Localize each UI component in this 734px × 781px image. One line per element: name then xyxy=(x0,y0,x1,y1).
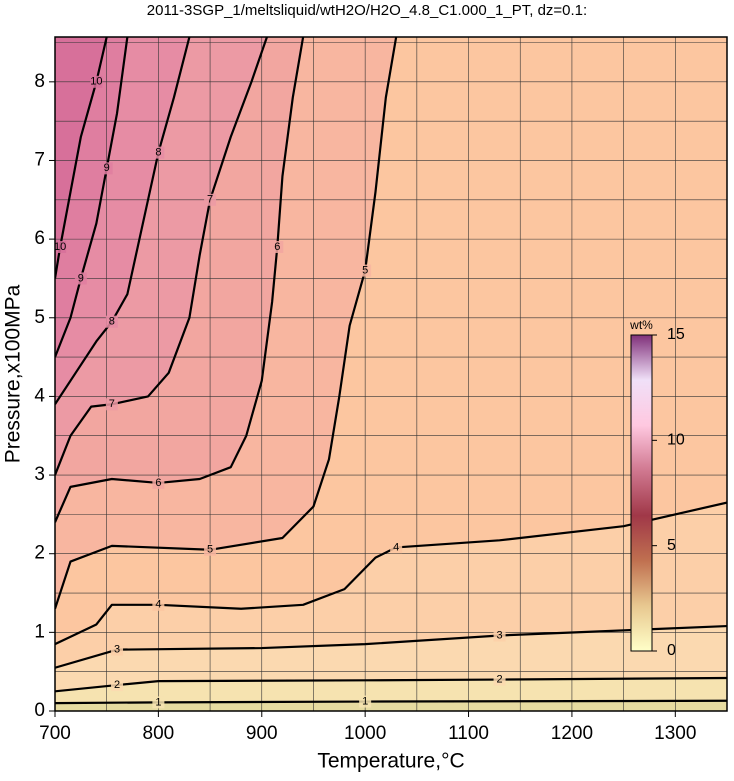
contour-line xyxy=(55,501,727,646)
contour-line xyxy=(55,699,727,705)
y-tick-label: 2 xyxy=(34,543,45,564)
contour-label: 7 xyxy=(109,398,115,410)
contour-label: 2 xyxy=(496,673,502,685)
contour-label-bg xyxy=(105,398,118,411)
plot-area: 1 1 2 2 3 3 4 4 5 5 6 6 7 7 8 8 9 9 10 10 xyxy=(54,37,728,712)
contour-line xyxy=(55,37,398,610)
colorbar xyxy=(630,334,653,652)
y-tick-label: 4 xyxy=(34,385,45,406)
x-tick-label: 1200 xyxy=(551,723,593,744)
contour-label-bg xyxy=(204,193,217,206)
contour-label: 6 xyxy=(155,477,161,489)
contour-line xyxy=(55,37,129,358)
contour-label-bg xyxy=(271,240,284,253)
contour-label-bg xyxy=(152,146,165,159)
contour-label: 6 xyxy=(274,241,280,253)
contour-label: 3 xyxy=(114,644,120,656)
y-tick-label: 3 xyxy=(34,464,45,485)
contour-label: 10 xyxy=(90,76,102,88)
plot-frame xyxy=(54,36,728,712)
contour-label-bg xyxy=(105,315,118,328)
contour-label: 4 xyxy=(155,599,161,611)
x-tick-label: 1100 xyxy=(448,723,489,744)
contour-label: 8 xyxy=(155,147,161,159)
contour-label-bg xyxy=(493,629,506,642)
x-tick-label: 900 xyxy=(246,723,278,744)
contour-label-bg xyxy=(152,476,165,489)
contour-label-bg xyxy=(55,240,67,253)
contour-line xyxy=(55,676,727,693)
x-axis-label: Temperature,°C xyxy=(317,750,464,773)
contour-label: 10 xyxy=(54,241,66,253)
contour-label-bg xyxy=(111,679,124,692)
contour-label: 4 xyxy=(393,541,399,553)
y-tick-label: 0 xyxy=(34,700,45,721)
contour-line xyxy=(55,624,727,669)
colorbar-tick-label: 5 xyxy=(667,537,676,554)
colorbar-tick-label: 0 xyxy=(667,642,676,659)
x-tick-label: 700 xyxy=(39,723,71,744)
x-tick-label: 800 xyxy=(143,723,175,744)
contour-label: 3 xyxy=(496,629,502,641)
contour-label-bg xyxy=(152,598,165,611)
contour-label: 1 xyxy=(362,695,368,707)
contour-label-bg xyxy=(359,695,372,708)
contour-line xyxy=(55,37,191,405)
contour-label: 5 xyxy=(207,544,213,556)
colorbar-tick-label: 15 xyxy=(667,326,685,343)
contour-line xyxy=(55,37,268,476)
x-tick-label: 1000 xyxy=(344,723,386,744)
contour-label-bg xyxy=(100,162,113,175)
colorbar-label: wt% xyxy=(629,318,653,332)
contour-label: 2 xyxy=(114,679,120,691)
contour-label-bg xyxy=(111,643,124,656)
contour-label-bg xyxy=(493,673,506,686)
y-tick-label: 8 xyxy=(34,71,45,92)
contour-label: 7 xyxy=(207,194,213,206)
contour-label: 9 xyxy=(104,162,110,174)
y-tick-label: 6 xyxy=(34,228,45,249)
contour-line xyxy=(55,37,305,523)
contour-label-bg xyxy=(204,543,217,556)
contour-label-bg xyxy=(359,264,372,277)
y-tick-label: 1 xyxy=(34,621,45,642)
colorbar-tick-label: 10 xyxy=(667,432,685,449)
chart-title: 2011-3SGP_1/meltsliquid/wtH2O/H2O_4.8_C1… xyxy=(147,2,587,19)
contour-fill xyxy=(55,37,107,279)
contour-label: 9 xyxy=(78,272,84,284)
contour-label-bg xyxy=(90,75,103,88)
contour-label-bg xyxy=(390,541,403,554)
contour-label-bg xyxy=(152,696,165,709)
contour-label: 8 xyxy=(109,316,115,328)
y-tick-label: 7 xyxy=(34,149,45,170)
y-tick-label: 5 xyxy=(34,307,45,328)
x-tick-label: 1300 xyxy=(654,723,696,744)
lines: 1 1 2 2 3 3 4 4 5 5 6 6 7 7 8 8 9 9 10 10 xyxy=(54,37,727,709)
contour-label: 5 xyxy=(362,264,368,276)
contour-label: 1 xyxy=(155,696,161,708)
y-axis-label: Pressure,x100MPa xyxy=(2,284,25,463)
contour-label-bg xyxy=(74,272,87,285)
